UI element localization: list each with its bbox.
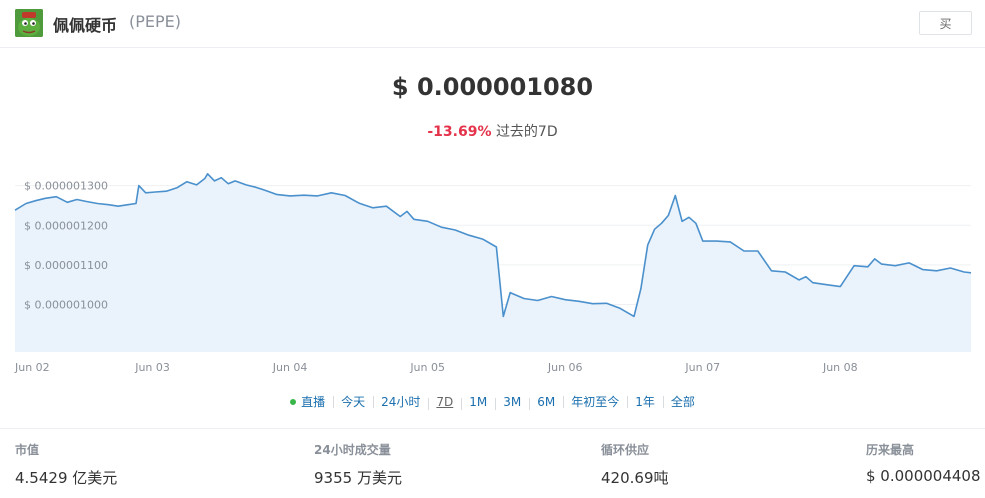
- supply-label: 循环供应: [601, 443, 650, 457]
- range-option-label: 3M: [503, 395, 522, 409]
- range-option-9[interactable]: 全部: [662, 393, 703, 410]
- price-area-fill: [15, 173, 971, 352]
- range-option-3[interactable]: 7D: [428, 395, 461, 410]
- range-option-4[interactable]: 1M: [461, 395, 495, 410]
- y-tick-label: $ 0.000001000: [24, 298, 108, 311]
- price-series-line[interactable]: [14, 173, 972, 318]
- y-tick-label: $ 0.000001200: [24, 219, 108, 232]
- buy-button[interactable]: 买: [919, 11, 972, 35]
- live-dot-icon: [290, 399, 297, 405]
- price-chart-svg[interactable]: $ 0.000001300 $ 0.000001200 $ 0.000001100 $…: [0, 150, 985, 380]
- range-option-label: 1M: [469, 395, 488, 409]
- x-tick-label: Jun 06: [547, 361, 583, 374]
- stats-bar: 市值 4.5429 亿美元 24小时成交量 9355 万美元 循环供应 420.…: [0, 428, 985, 498]
- supply-value: 420.69吨: [601, 469, 669, 487]
- range-option-7[interactable]: 年初至今: [563, 393, 627, 410]
- change-percentage: -13.69%: [427, 124, 492, 140]
- x-tick-label: Jun 02: [14, 361, 50, 374]
- y-tick-label: $ 0.000001300: [24, 180, 108, 193]
- range-option-label: 全部: [670, 395, 695, 409]
- price-chart[interactable]: $ 0.000001300 $ 0.000001200 $ 0.000001100 $…: [0, 150, 985, 380]
- ath-value: $ 0.000004408: [866, 467, 981, 485]
- x-tick-label: Jun 07: [684, 361, 720, 374]
- volume-label: 24小时成交量: [314, 443, 391, 457]
- market-cap-value: 4.5429 亿美元: [15, 469, 118, 487]
- range-option-1[interactable]: 今天: [333, 393, 373, 410]
- coin-name: 佩佩硬币: [53, 16, 118, 35]
- range-option-8[interactable]: 1年: [627, 393, 663, 410]
- range-option-label: 直播: [301, 395, 326, 409]
- pepe-frog-icon: [15, 9, 43, 37]
- x-tick-label: Jun 05: [409, 361, 445, 374]
- current-price: $ 0.000001080: [391, 73, 594, 101]
- range-option-label: 今天: [341, 395, 366, 409]
- market-cap-label: 市值: [15, 443, 40, 457]
- range-option-5[interactable]: 3M: [495, 395, 529, 410]
- range-option-0[interactable]: 直播: [282, 393, 333, 410]
- coin-symbol: (PEPE): [129, 12, 181, 31]
- range-option-2[interactable]: 24小时: [373, 393, 428, 410]
- range-option-6[interactable]: 6M: [529, 395, 563, 410]
- x-tick-label: Jun 08: [822, 361, 858, 374]
- coin-header: 佩佩硬币 (PEPE) 买: [0, 0, 985, 48]
- y-tick-label: $ 0.000001100: [24, 259, 108, 272]
- range-option-label: 6M: [537, 395, 556, 409]
- range-option-label: 7D: [436, 395, 454, 409]
- range-option-label: 年初至今: [571, 395, 620, 409]
- price-change: -13.69% 过去的7D: [0, 121, 985, 141]
- x-tick-label: Jun 04: [272, 361, 308, 374]
- range-option-label: 1年: [635, 395, 655, 409]
- time-range-selector: 直播 今天 24小时 7D 1M 3M 6M 年初至今 1年 全部: [0, 393, 985, 410]
- ath-label: 历来最高: [866, 443, 915, 457]
- change-period-label: 过去的7D: [495, 124, 558, 140]
- x-tick-label: Jun 03: [134, 361, 170, 374]
- volume-value: 9355 万美元: [314, 469, 402, 487]
- range-option-label: 24小时: [381, 395, 421, 409]
